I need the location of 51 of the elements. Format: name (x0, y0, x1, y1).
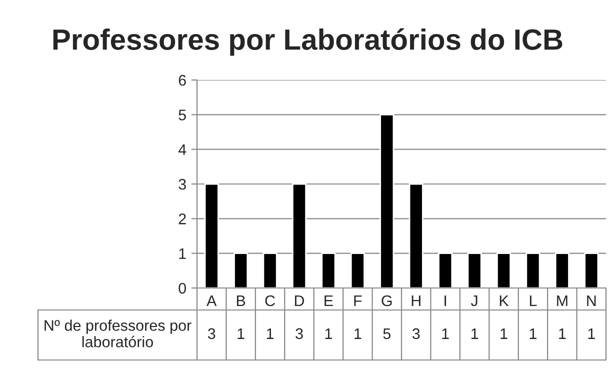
text: Nº de professores por laboratório (44, 320, 192, 348)
bar (408, 183, 424, 288)
bar (262, 252, 278, 288)
data-label: 1 (442, 328, 449, 339)
data-label: 1 (530, 328, 536, 339)
x-tick-label: G (382, 295, 392, 306)
x-tick-label: C (265, 295, 275, 306)
x-tick-label: I (444, 296, 446, 306)
bar (204, 183, 219, 288)
bar (438, 252, 453, 288)
bar (350, 252, 365, 288)
data-label: 1 (588, 328, 595, 339)
data-label: 5 (383, 328, 390, 340)
x-tick-label: D (294, 296, 304, 306)
y-tick-label: 1 (179, 248, 186, 259)
data-label: 1 (354, 328, 362, 339)
x-tick-label: F (354, 296, 362, 306)
data-label: 3 (412, 328, 420, 340)
data-label: 1 (500, 328, 508, 339)
data-label: 1 (266, 328, 274, 339)
x-tick-label: A (206, 296, 217, 306)
data-label: 1 (238, 328, 244, 339)
bar (554, 252, 570, 288)
bar (321, 252, 336, 288)
data-label: 3 (208, 328, 216, 340)
bar (234, 252, 248, 288)
y-tick-label: 0 (178, 282, 186, 294)
bar (292, 183, 307, 288)
y-tick-label: 3 (178, 178, 186, 190)
bar (496, 252, 512, 288)
bar (584, 252, 599, 288)
x-tick-label: B (236, 296, 246, 306)
x-tick-label: H (412, 296, 420, 306)
x-tick-label: N (587, 296, 596, 306)
x-tick-label: K (500, 296, 509, 306)
data-label: 1 (471, 328, 478, 339)
chart-title: Professores por Laboratórios do ICB (53, 28, 562, 56)
x-tick-label: E (324, 296, 333, 306)
data-label: 3 (296, 328, 303, 340)
x-tick-label: M (557, 296, 568, 306)
x-tick-label: L (530, 296, 537, 306)
y-tick-label: 4 (178, 144, 186, 155)
bar (467, 252, 482, 288)
bar (526, 252, 540, 288)
y-tick-label: 6 (178, 74, 186, 86)
y-tick-label: 2 (178, 214, 186, 224)
data-label: 1 (559, 328, 566, 339)
x-tick-label: J (470, 296, 478, 306)
bar (380, 114, 394, 288)
y-tick-label: 5 (178, 110, 186, 120)
data-label: 1 (325, 328, 332, 339)
